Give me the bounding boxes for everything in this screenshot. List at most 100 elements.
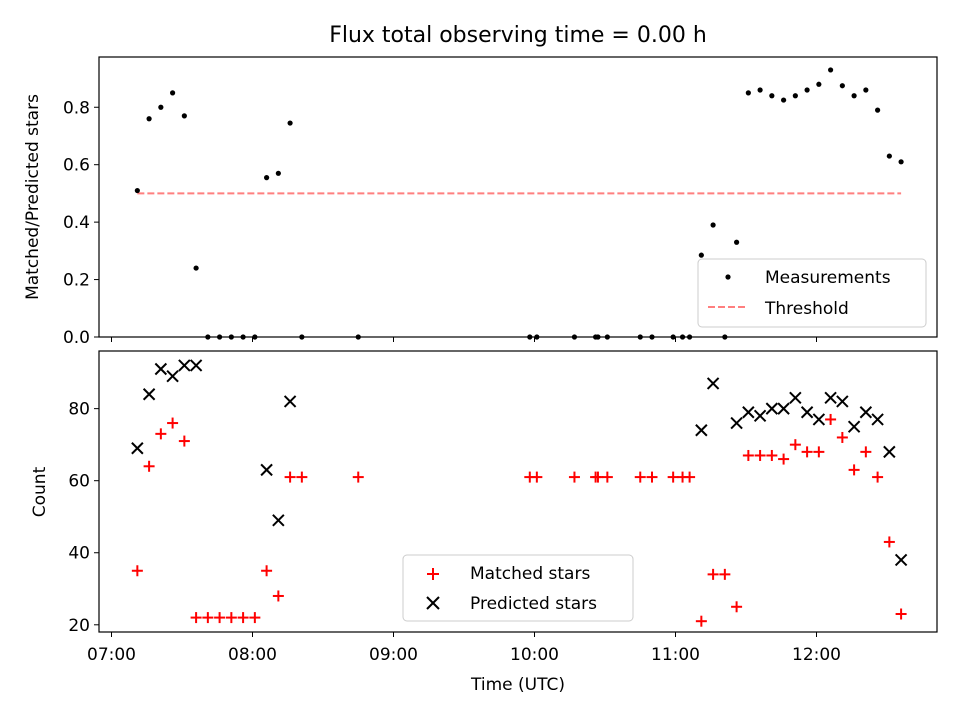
legend-matched-marker (427, 568, 439, 580)
measurement-point (863, 87, 869, 93)
predicted-star-point (836, 395, 849, 408)
top-y-tick-label: 0.8 (63, 98, 90, 118)
matched-star-point (695, 615, 707, 627)
matched-star-point (707, 568, 719, 580)
chart-title: Flux total observing time = 0.00 h (329, 23, 707, 48)
bottom-legend: Matched stars Predicted stars (402, 554, 634, 622)
predicted-star-stroke (894, 553, 908, 567)
measurement-point (146, 116, 152, 122)
matched-star-point (601, 471, 613, 483)
predicted-star-point (166, 370, 179, 383)
measurement-point (781, 97, 787, 103)
matched-star-point (178, 435, 190, 447)
matched-star-point (872, 471, 884, 483)
predicted-star-point (812, 413, 826, 426)
matched-star-point (684, 471, 696, 483)
measurement-point (275, 170, 281, 176)
x-axis: 07:00 08:00 09:00 10:00 11:00 12:00 (87, 632, 841, 665)
matched-star-point (214, 612, 226, 624)
predicted-star-point (272, 514, 285, 527)
top-y-axis: 0.0 0.2 0.4 0.6 0.8 (63, 98, 99, 348)
predicted-star-point (695, 424, 708, 437)
top-legend: Measurements Threshold (697, 258, 927, 328)
matched-star-point (801, 446, 813, 458)
measurement-point (898, 159, 904, 165)
matched-star-point (813, 446, 825, 458)
measurement-point (769, 93, 775, 99)
matched-star-point (719, 568, 731, 580)
matched-star-point (825, 413, 837, 425)
measurement-point (839, 83, 845, 89)
predicted-star-point (753, 409, 767, 423)
predicted-star-stroke (272, 514, 285, 527)
predicted-star-point (742, 406, 755, 419)
measurement-point (181, 113, 187, 119)
predicted-star-point (730, 416, 743, 430)
predicted-star-point (154, 362, 168, 376)
predicted-star-stroke (824, 391, 837, 405)
predicted-star-point (789, 391, 802, 405)
predicted-star-stroke (154, 362, 168, 376)
predicted-star-stroke (142, 388, 156, 401)
predicted-star-stroke (742, 406, 755, 419)
predicted-star-stroke (883, 445, 896, 459)
top-y-tick-label: 0.4 (63, 213, 90, 233)
measurement-point (193, 265, 199, 271)
measurement-point (698, 252, 704, 258)
predicted-star-point (260, 463, 273, 477)
matched-star-point (836, 431, 848, 443)
matched-star-point (742, 449, 754, 461)
matched-star-point (634, 471, 646, 483)
x-tick-label: 11:00 (651, 645, 700, 665)
matched-star-point (766, 449, 778, 461)
matched-star-point (895, 608, 907, 620)
predicted-star-point (800, 406, 814, 419)
matched-star-point (667, 471, 679, 483)
x-tick-label: 12:00 (792, 645, 841, 665)
predicted-star-stroke (189, 359, 203, 372)
predicted-star-stroke (178, 359, 191, 372)
x-tick-label: 09:00 (369, 645, 418, 665)
x-tick-label: 07:00 (87, 645, 136, 665)
measurement-point (792, 93, 798, 99)
matched-star-point (284, 471, 296, 483)
x-tick-label: 08:00 (228, 645, 277, 665)
predicted-star-stroke (871, 413, 884, 426)
predicted-star-point (189, 359, 203, 372)
predicted-star-point (871, 413, 884, 426)
top-y-tick-label: 0.2 (63, 271, 90, 291)
predicted-star-stroke (730, 416, 743, 430)
predicted-star-point (859, 406, 873, 419)
predicted-star-stroke (765, 402, 779, 415)
matched-star-point (190, 612, 202, 624)
predicted-star-stroke (800, 406, 814, 419)
predicted-star-stroke (836, 395, 849, 408)
top-x-ticks (111, 337, 817, 342)
matched-star-point (155, 428, 167, 440)
matched-star-point (778, 453, 790, 465)
measurement-point (828, 67, 834, 73)
predicted-star-point (883, 445, 896, 459)
x-axis-label: Time (UTC) (470, 675, 565, 695)
predicted-star-stroke (283, 395, 297, 408)
predicted-star-point (142, 388, 156, 401)
measurement-point (804, 87, 810, 93)
top-y-tick-label: 0.6 (63, 156, 90, 176)
predicted-star-point (824, 391, 837, 405)
predicted-star-stroke (260, 463, 273, 477)
legend-matched-label: Matched stars (470, 564, 590, 584)
predicted-star-stroke (789, 391, 802, 405)
measurement-point (816, 81, 822, 87)
matched-star-point (352, 471, 364, 483)
matched-star-point (272, 590, 284, 602)
matched-star-point (261, 565, 273, 577)
predicted-star-point (131, 442, 144, 455)
matched-star-point (646, 471, 658, 483)
predicted-star-point (765, 402, 779, 415)
measurement-point (134, 187, 140, 194)
top-y-axis-label: Matched/Predicted stars (23, 94, 43, 300)
matched-star-point (592, 471, 604, 483)
measurement-point (875, 107, 881, 113)
measurement-point (287, 120, 293, 126)
legend-predicted-marker (426, 596, 440, 610)
